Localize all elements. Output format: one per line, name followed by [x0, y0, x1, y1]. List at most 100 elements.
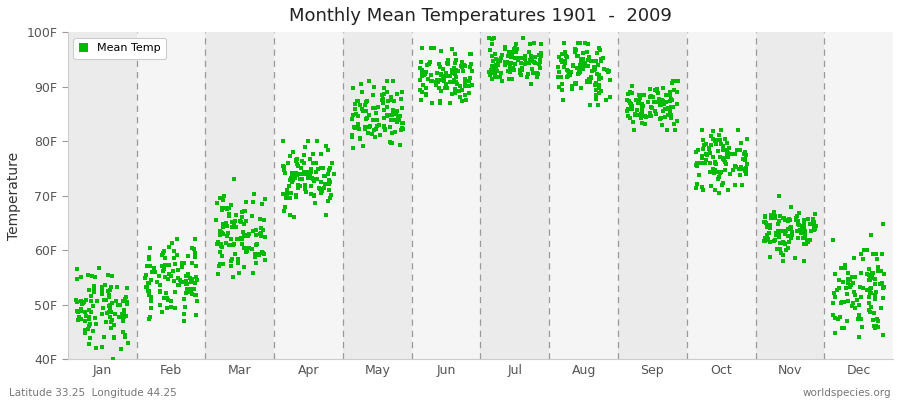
Point	[799, 236, 814, 243]
Point	[347, 100, 362, 107]
Point	[306, 151, 320, 157]
Point	[95, 284, 110, 290]
Point	[446, 65, 461, 71]
Point	[376, 122, 391, 129]
Point	[828, 271, 842, 277]
Point	[395, 125, 410, 132]
Point	[806, 216, 820, 223]
Point	[362, 111, 376, 118]
Point	[740, 160, 754, 167]
Point	[580, 63, 594, 69]
Point	[864, 284, 878, 291]
Point	[105, 300, 120, 306]
Point	[178, 272, 193, 279]
Point	[346, 132, 360, 138]
Point	[552, 54, 566, 60]
Point	[807, 226, 822, 232]
Point	[658, 114, 672, 120]
Point	[190, 277, 204, 284]
Point	[509, 46, 524, 52]
Point	[351, 112, 365, 119]
Point	[384, 140, 399, 146]
Point	[734, 164, 748, 170]
Point	[702, 145, 716, 152]
Point	[100, 310, 114, 317]
Point	[219, 220, 233, 226]
Legend: Mean Temp: Mean Temp	[74, 38, 166, 59]
Point	[291, 170, 305, 177]
Point	[291, 181, 305, 188]
Point	[449, 74, 464, 80]
Point	[220, 233, 234, 239]
Point	[225, 219, 239, 225]
Point	[229, 224, 243, 230]
Point	[827, 330, 842, 336]
Point	[359, 116, 374, 122]
Point	[142, 256, 157, 262]
Point	[872, 281, 886, 288]
Point	[291, 184, 305, 191]
Point	[570, 53, 584, 59]
Point	[184, 259, 199, 266]
Point	[834, 265, 849, 271]
Point	[662, 89, 677, 95]
Point	[709, 140, 724, 147]
Point	[223, 263, 238, 270]
Point	[637, 92, 652, 98]
Point	[458, 83, 473, 90]
Point	[835, 325, 850, 331]
Point	[448, 60, 463, 66]
Point	[302, 174, 316, 181]
Point	[322, 167, 337, 173]
Point	[277, 207, 292, 214]
Point	[664, 112, 679, 118]
Point	[689, 162, 704, 168]
Point	[840, 318, 854, 324]
Point	[869, 315, 884, 322]
Point	[425, 100, 439, 106]
Point	[842, 298, 856, 304]
Point	[667, 78, 681, 84]
Point	[575, 56, 590, 62]
Point	[860, 246, 874, 253]
Point	[70, 266, 85, 272]
Point	[716, 180, 730, 186]
Point	[367, 104, 382, 111]
Point	[797, 232, 812, 239]
Point	[569, 47, 583, 54]
Point	[103, 304, 117, 310]
Point	[526, 70, 540, 76]
Point	[144, 304, 158, 311]
Point	[180, 286, 194, 292]
Point	[420, 62, 435, 68]
Point	[668, 127, 682, 133]
Point	[738, 148, 752, 155]
Point	[778, 230, 792, 237]
Point	[760, 237, 774, 243]
Point	[876, 220, 890, 227]
Point	[209, 217, 223, 223]
Point	[556, 64, 571, 70]
Point	[562, 70, 576, 77]
Point	[313, 186, 328, 192]
Point	[658, 106, 672, 112]
Point	[768, 237, 782, 243]
Point	[713, 154, 727, 160]
Point	[698, 150, 713, 157]
Point	[74, 298, 88, 304]
Point	[166, 248, 181, 254]
Point	[865, 270, 879, 276]
Point	[231, 270, 246, 276]
Point	[662, 106, 677, 112]
Point	[352, 102, 366, 108]
Point	[876, 332, 890, 338]
Point	[97, 334, 112, 340]
Point	[429, 79, 444, 85]
Point	[698, 141, 713, 148]
Point	[857, 247, 871, 253]
Point	[714, 169, 728, 176]
Point	[239, 245, 254, 252]
Point	[722, 145, 736, 151]
Point	[801, 216, 815, 222]
Point	[95, 304, 110, 311]
